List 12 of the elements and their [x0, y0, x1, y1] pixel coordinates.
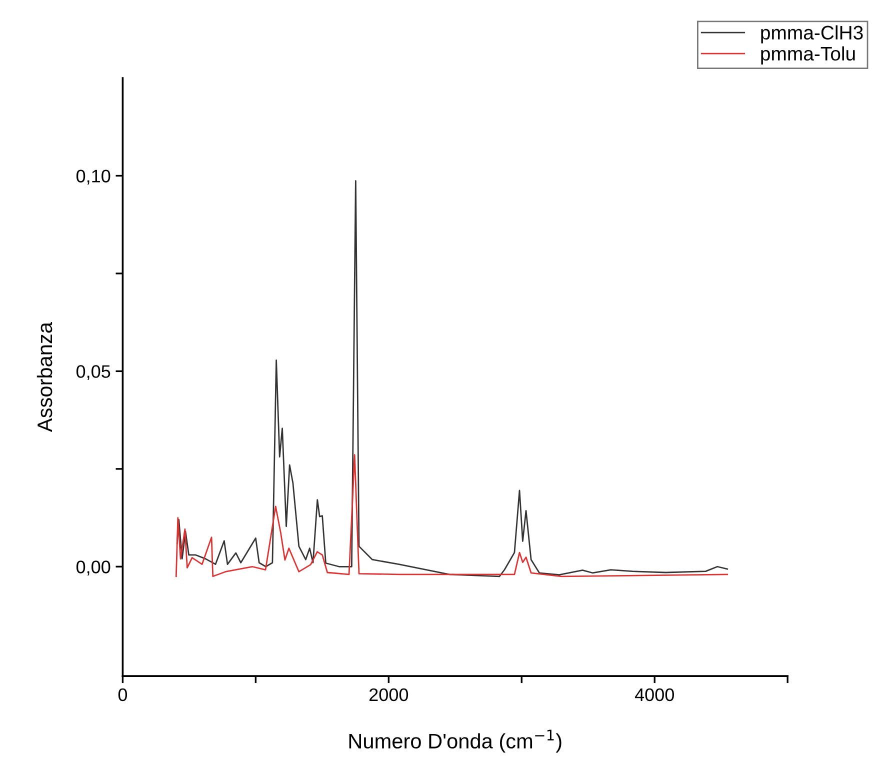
y-tick-label: 0,00 [76, 560, 110, 576]
line-series [176, 180, 728, 578]
legend-label: pmma-Tolu [761, 46, 855, 64]
x-axis-title: Numero D'onda (cm$^{−1}$) [349, 730, 562, 753]
legend-label: pmma-ClH3 [761, 25, 863, 44]
x-tick-label: 4000 [634, 688, 674, 702]
y-tick-label: 0,10 [76, 170, 110, 185]
line-series [175, 454, 728, 578]
y-axis-title: Assorbanza [36, 322, 52, 432]
y-tick-label: 0,05 [76, 365, 110, 380]
x-tick-label: 2000 [369, 688, 408, 702]
x-tick-label: 0 [118, 688, 128, 702]
